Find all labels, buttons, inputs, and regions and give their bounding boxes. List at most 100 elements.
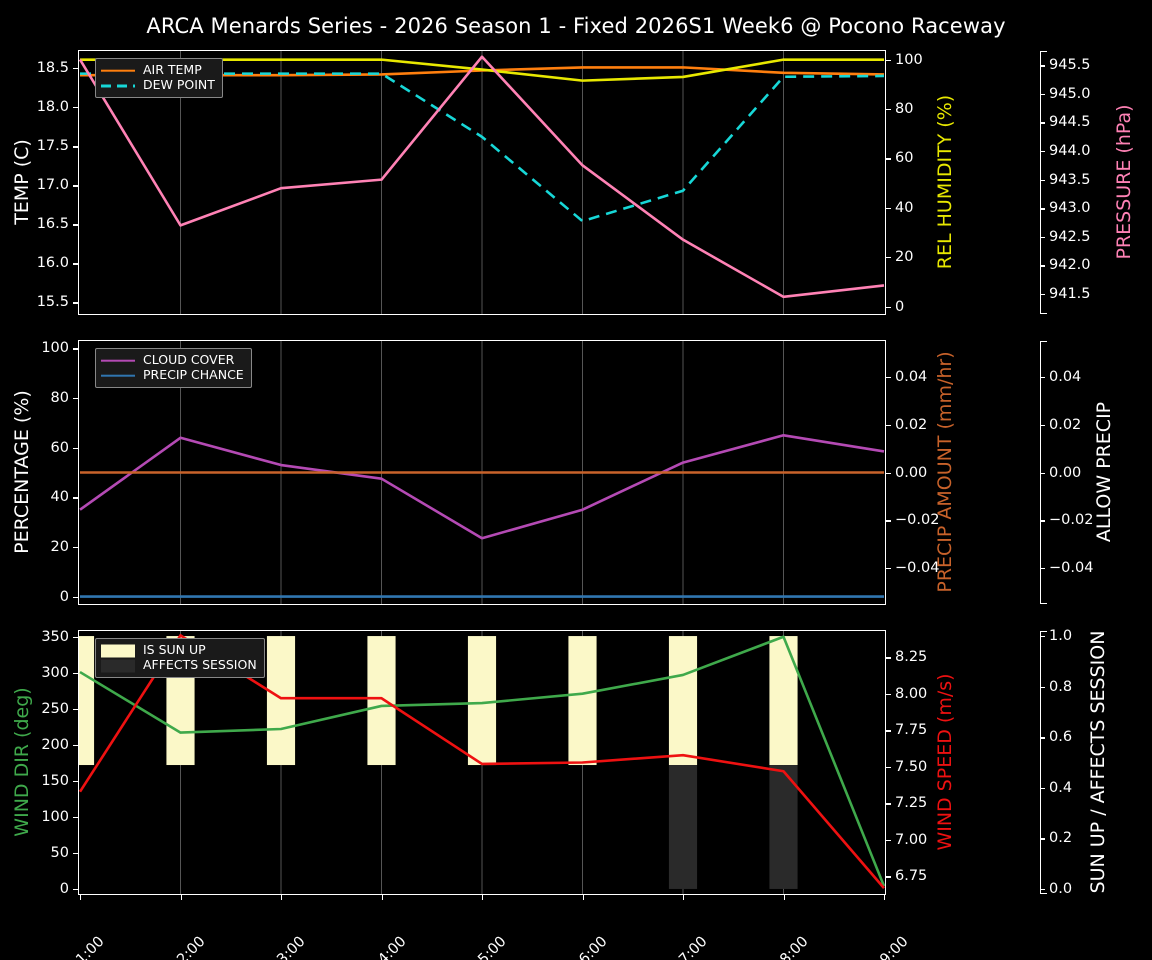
affects-session-patch-icon — [101, 659, 135, 672]
tick-mark — [73, 302, 78, 304]
y-tick-label: 0.04 — [1049, 368, 1082, 385]
tick-mark — [886, 472, 891, 474]
tick-mark — [1040, 65, 1045, 67]
y-tick-label: 945.0 — [1049, 85, 1091, 102]
y-tick-label: 0.4 — [1049, 779, 1073, 796]
tick-mark — [73, 672, 78, 675]
tick-mark — [1040, 686, 1045, 688]
x-tick-label: 18:00 — [770, 933, 812, 960]
tick-mark — [886, 839, 891, 842]
tick-mark — [73, 398, 78, 400]
tick-mark — [1040, 376, 1045, 379]
y-tick-label: 0.04 — [895, 368, 928, 385]
x-tick-mark — [482, 895, 484, 900]
y-tick-label: 80 — [895, 101, 914, 118]
tick-mark — [1040, 636, 1045, 638]
y-tick-label: 0.00 — [1049, 464, 1082, 481]
tick-mark — [73, 348, 78, 350]
tick-mark — [1040, 122, 1045, 124]
axis-spine-cap — [1040, 313, 1047, 315]
tick-mark — [1040, 787, 1045, 790]
tick-mark — [73, 636, 78, 639]
tick-mark — [1040, 208, 1045, 210]
y-tick-label: 0.00 — [895, 464, 928, 481]
legend-label-is-sun-up: IS SUN UP — [143, 642, 206, 658]
tick-mark — [73, 107, 78, 109]
axis-spine-cap — [1040, 631, 1047, 633]
y-tick-label: 15.5 — [36, 294, 69, 311]
x-tick-mark — [381, 895, 383, 900]
tick-mark — [886, 693, 891, 696]
x-tick-mark — [683, 895, 685, 900]
y-tick-label: 0 — [59, 588, 69, 605]
y-tick-label: 6.75 — [895, 868, 928, 885]
legend-item-air-temp[interactable]: AIR TEMP — [101, 63, 215, 78]
y-tick-label: 7.50 — [895, 758, 928, 775]
x-tick-label: 16:00 — [569, 933, 611, 960]
axis-label-wind-dir: WIND DIR (deg) — [11, 687, 33, 837]
tick-mark — [886, 376, 891, 379]
legend-label-precip-chance: PRECIP CHANCE — [143, 367, 244, 383]
axis-label-pressure: PRESSURE (hPa) — [1113, 104, 1135, 260]
legend-item-dew-point[interactable]: DEW POINT — [101, 78, 215, 93]
legend-item-cloud-cover[interactable]: CLOUD COVER — [101, 353, 244, 368]
x-tick-label: 17:00 — [669, 933, 711, 960]
tick-mark — [1040, 888, 1045, 891]
tick-mark — [73, 852, 78, 855]
y-tick-label: 7.00 — [895, 831, 928, 848]
tick-mark — [886, 657, 891, 659]
y-tick-label: −0.04 — [895, 560, 940, 577]
tick-mark — [1040, 151, 1045, 153]
legend-temperature[interactable]: AIR TEMP DEW POINT — [95, 58, 223, 98]
tick-mark — [1040, 424, 1045, 426]
y-tick-label: 350 — [41, 628, 69, 645]
tick-mark — [886, 424, 891, 426]
y-tick-label: 943.5 — [1049, 171, 1091, 188]
tick-mark — [886, 766, 891, 769]
tick-mark — [73, 447, 78, 449]
x-tick-label: 14:00 — [368, 933, 410, 960]
y-tick-label: 0 — [59, 880, 69, 897]
tick-mark — [886, 257, 891, 259]
y-tick-label: 0.02 — [895, 416, 928, 433]
y-tick-label: 942.5 — [1049, 228, 1091, 245]
y-tick-label: 0 — [895, 298, 905, 315]
x-tick-mark — [582, 895, 584, 900]
tick-mark — [73, 816, 78, 819]
y-tick-label: 944.0 — [1049, 143, 1091, 160]
legend-item-is-sun-up[interactable]: IS SUN UP — [101, 643, 257, 658]
legend-item-affects-session[interactable]: AFFECTS SESSION — [101, 658, 257, 673]
y-tick-label: 300 — [41, 664, 69, 681]
y-tick-label: −0.02 — [895, 512, 940, 529]
axis-label-rel-humidity: REL HUMIDITY (%) — [934, 94, 956, 270]
y-tick-label: 100 — [41, 808, 69, 825]
axis-label-percentage: PERCENTAGE (%) — [11, 390, 33, 554]
x-tick-mark — [80, 895, 82, 900]
tick-mark — [886, 568, 891, 570]
legend-label-cloud-cover: CLOUD COVER — [143, 352, 235, 368]
tick-mark — [886, 306, 891, 308]
legend-wind[interactable]: IS SUN UP AFFECTS SESSION — [95, 638, 265, 678]
tick-mark — [73, 888, 78, 891]
tick-mark — [73, 596, 78, 598]
y-tick-label: 942.0 — [1049, 257, 1091, 274]
axis-spine-2 — [1040, 51, 1042, 314]
axis-label-precip-amount: PRECIP AMOUNT (mm/hr) — [934, 351, 956, 593]
tick-mark — [1040, 568, 1045, 570]
tick-mark — [73, 68, 78, 70]
legend-percentage[interactable]: CLOUD COVER PRECIP CHANCE — [95, 348, 252, 388]
panel-percentage-plot — [79, 341, 885, 604]
tick-mark — [1040, 293, 1045, 296]
tick-mark — [886, 876, 891, 878]
tick-mark — [73, 546, 78, 549]
tick-mark — [1040, 236, 1045, 239]
y-tick-label: 18.0 — [36, 99, 69, 116]
legend-item-precip-chance[interactable]: PRECIP CHANCE — [101, 368, 244, 383]
y-tick-label: 0.2 — [1049, 830, 1073, 847]
y-tick-label: 60 — [895, 150, 914, 167]
x-tick-label: 11:00 — [66, 933, 108, 960]
y-tick-label: −0.02 — [1049, 512, 1094, 529]
x-tick-label: 19:00 — [870, 933, 912, 960]
y-tick-label: 40 — [895, 199, 914, 216]
